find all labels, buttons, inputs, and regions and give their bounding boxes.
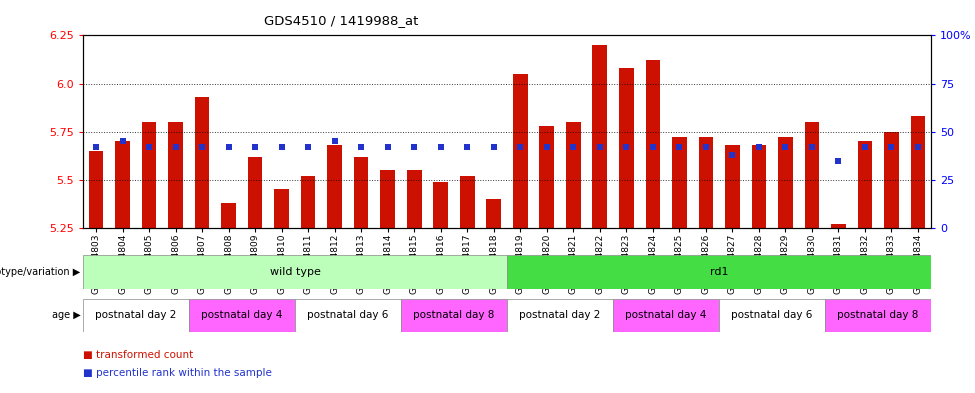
Bar xyxy=(115,141,130,228)
Bar xyxy=(487,199,501,228)
Point xyxy=(698,144,714,150)
Point xyxy=(645,144,661,150)
Point xyxy=(433,144,448,150)
Bar xyxy=(301,176,316,228)
Point xyxy=(168,144,183,150)
Text: genotype/variation ▶: genotype/variation ▶ xyxy=(0,267,80,277)
Bar xyxy=(804,122,819,228)
Point xyxy=(777,144,793,150)
Point xyxy=(141,144,157,150)
Point xyxy=(274,144,290,150)
Point xyxy=(831,158,846,164)
Point xyxy=(248,144,263,150)
Bar xyxy=(169,122,183,228)
Point xyxy=(566,144,581,150)
Text: postnatal day 2: postnatal day 2 xyxy=(520,310,601,320)
Bar xyxy=(619,68,634,228)
Bar xyxy=(593,45,607,228)
Bar xyxy=(328,145,342,228)
Text: postnatal day 8: postnatal day 8 xyxy=(413,310,494,320)
Bar xyxy=(274,189,289,228)
Point xyxy=(804,144,820,150)
Bar xyxy=(354,157,369,228)
Point xyxy=(724,152,740,158)
Text: GDS4510 / 1419988_at: GDS4510 / 1419988_at xyxy=(264,14,418,27)
Bar xyxy=(507,299,613,332)
Point xyxy=(883,144,899,150)
Text: postnatal day 4: postnatal day 4 xyxy=(625,310,707,320)
Bar xyxy=(645,61,660,228)
Bar xyxy=(672,138,686,228)
Bar xyxy=(89,151,103,228)
Text: postnatal day 4: postnatal day 4 xyxy=(201,310,283,320)
Bar xyxy=(539,126,554,228)
Bar xyxy=(566,122,580,228)
Bar xyxy=(189,299,294,332)
Point xyxy=(513,144,528,150)
Point xyxy=(857,144,873,150)
Point xyxy=(459,144,475,150)
Point xyxy=(380,144,396,150)
Text: wild type: wild type xyxy=(269,267,321,277)
Text: age ▶: age ▶ xyxy=(52,310,80,320)
Bar xyxy=(434,182,448,228)
Bar xyxy=(831,224,845,228)
Point xyxy=(115,138,131,144)
Bar xyxy=(698,138,713,228)
Point xyxy=(194,144,210,150)
Point xyxy=(89,144,104,150)
Bar xyxy=(858,141,873,228)
Bar xyxy=(380,170,395,228)
Point xyxy=(618,144,634,150)
Bar xyxy=(460,176,475,228)
Point xyxy=(751,144,766,150)
Bar xyxy=(141,122,156,228)
Point xyxy=(672,144,687,150)
Point xyxy=(486,144,501,150)
Point xyxy=(407,144,422,150)
Text: ■ percentile rank within the sample: ■ percentile rank within the sample xyxy=(83,368,272,378)
Bar xyxy=(221,203,236,228)
Bar xyxy=(752,145,766,228)
Point xyxy=(539,144,555,150)
Text: ■ transformed count: ■ transformed count xyxy=(83,350,193,360)
Point xyxy=(300,144,316,150)
Bar xyxy=(401,299,507,332)
Bar xyxy=(911,116,925,228)
Text: rd1: rd1 xyxy=(710,267,728,277)
Point xyxy=(221,144,237,150)
Point xyxy=(327,138,342,144)
Bar xyxy=(613,299,720,332)
Bar xyxy=(83,255,507,289)
Bar xyxy=(294,299,401,332)
Bar xyxy=(195,97,210,228)
Text: postnatal day 6: postnatal day 6 xyxy=(731,310,813,320)
Bar xyxy=(720,299,825,332)
Bar xyxy=(825,299,931,332)
Bar xyxy=(513,74,527,228)
Bar xyxy=(407,170,421,228)
Bar xyxy=(83,299,189,332)
Bar xyxy=(507,255,931,289)
Point xyxy=(353,144,369,150)
Bar xyxy=(778,138,793,228)
Bar xyxy=(725,145,740,228)
Bar xyxy=(248,157,262,228)
Text: postnatal day 2: postnatal day 2 xyxy=(96,310,176,320)
Point xyxy=(592,144,607,150)
Point xyxy=(910,144,925,150)
Text: postnatal day 8: postnatal day 8 xyxy=(838,310,918,320)
Text: postnatal day 6: postnatal day 6 xyxy=(307,310,389,320)
Bar xyxy=(884,132,899,228)
